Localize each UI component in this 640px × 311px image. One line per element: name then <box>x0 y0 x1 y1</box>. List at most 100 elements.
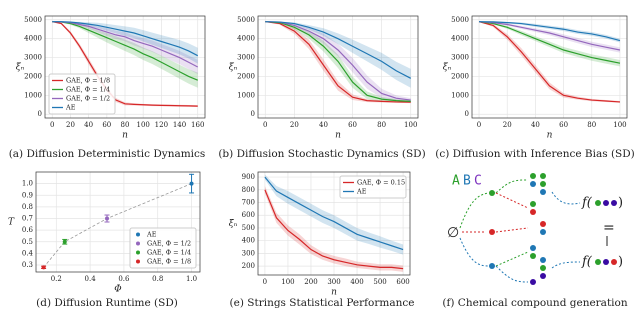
x-axis-label: n <box>331 288 337 298</box>
y-tick-label: 0 <box>38 110 42 118</box>
y-tick-label: 5000 <box>24 16 42 24</box>
legend-box <box>48 73 116 115</box>
series-line <box>265 21 412 79</box>
series-line <box>52 21 198 107</box>
x-tick-label: 80 <box>587 121 596 129</box>
y-tick-label: 3000 <box>451 54 469 62</box>
legend-label: GAE, Φ = 1/8 <box>147 258 191 266</box>
x-tick-label: 40 <box>531 121 540 129</box>
y-tick-label: 1000 <box>451 91 469 99</box>
point <box>189 181 194 186</box>
y-axis-label: ξ̃ₙ <box>229 62 238 73</box>
series-line <box>479 21 621 51</box>
series-line <box>265 21 411 103</box>
y-tick-label: 2000 <box>237 72 255 80</box>
x-tick-label: 100 <box>613 121 626 129</box>
caption: (d) Diffusion Runtime (SD) <box>36 297 178 309</box>
y-tick-label: 5000 <box>451 16 469 24</box>
atoms <box>489 173 617 285</box>
chart: 200 300 400 500 600 700 800 900 0 100 200 300 400 500… <box>229 171 414 309</box>
y-tick-label: 200 <box>242 262 255 270</box>
legend-label: GAE, Φ = 1/2 <box>66 95 110 103</box>
axes-frame <box>35 171 201 273</box>
x-tick-label: 20 <box>290 121 299 129</box>
series-line <box>52 21 199 57</box>
legend-swatch <box>136 250 140 255</box>
x-axis-label: n <box>547 131 553 141</box>
x-tick-label: 0.4 <box>85 275 97 283</box>
caption: (a) Diffusion Deterministic Dynamics <box>9 148 206 160</box>
series-line <box>479 21 621 42</box>
axes-frame <box>44 15 206 119</box>
x-tick-label: 0.8 <box>152 275 163 283</box>
x-tick-label: 60 <box>348 121 357 129</box>
chart: 0 1000 2000 3000 4000 5000 0 20 40 60 80 100 n ξ̃ₙ (b)… <box>218 15 426 160</box>
series-line <box>52 21 198 81</box>
x-tick-label: 200 <box>304 278 317 286</box>
point <box>62 239 67 244</box>
series-line <box>478 21 621 64</box>
point <box>41 265 46 270</box>
legend-box <box>129 227 197 269</box>
x-tick-label: 0 <box>50 121 54 129</box>
y-tick-label: 0.4 <box>22 249 34 257</box>
y-tick-label: 1000 <box>24 91 42 99</box>
y-tick-label: 0 <box>465 110 469 118</box>
y-tick-label: 700 <box>242 199 255 207</box>
band <box>52 21 198 64</box>
x-tick-label: 0 <box>263 121 267 129</box>
series-line <box>265 21 411 102</box>
band <box>52 21 198 108</box>
x-tick-label: 120 <box>155 121 168 129</box>
caption: (c) Diffusion with Inference Bias (SD) <box>435 148 635 160</box>
legend-label: AE <box>356 188 367 196</box>
formula-open: f( <box>581 196 593 211</box>
y-tick-label: 4000 <box>24 35 42 43</box>
x-tick-label: 600 <box>396 278 409 286</box>
y-tick-label: 900 <box>242 173 255 181</box>
empty-set: ∅ <box>447 225 459 241</box>
x-tick-label: 40 <box>84 121 93 129</box>
y-tick-label: 3000 <box>237 54 255 62</box>
chart: 0.3 0.4 0.5 0.6 0.7 0.8 0.9 1.0 0.2 0.4 0.6 0.8 1.0 Φ… <box>8 171 201 309</box>
x-tick-label: 0 <box>477 121 481 129</box>
band <box>52 21 198 75</box>
y-tick-label: 800 <box>242 186 255 194</box>
chart: 0 1000 2000 3000 4000 5000 0 20 40 60 80 100 n ξ̃ₙ (c)… <box>435 15 635 160</box>
legend-label: GAE, Φ = 1/8 <box>66 77 110 85</box>
x-tick-label: 0.2 <box>51 275 62 283</box>
x-tick-label: 500 <box>373 278 386 286</box>
relation: = <box>603 220 615 236</box>
legend-label: GAE, Φ = 1/4 <box>66 86 110 94</box>
letter: B <box>463 174 471 189</box>
y-tick-label: 500 <box>242 224 255 232</box>
point <box>105 216 110 221</box>
x-tick-label: 160 <box>191 121 204 129</box>
x-tick-label: 100 <box>281 278 294 286</box>
y-tick-label: 3000 <box>24 54 42 62</box>
x-tick-label: 100 <box>404 121 417 129</box>
formula-close: ) <box>618 255 623 270</box>
y-tick-label: 400 <box>242 237 255 245</box>
caption: (f) Chemical compound generation <box>442 297 627 309</box>
legend-label: GAE, Φ = 1/2 <box>147 240 191 248</box>
axes-frame <box>257 15 419 119</box>
axes-frame <box>257 171 411 276</box>
series-line <box>264 176 404 251</box>
y-axis-label: T <box>8 218 15 228</box>
x-tick-label: 60 <box>102 121 111 129</box>
x-tick-label: 100 <box>136 121 149 129</box>
y-tick-label: 1000 <box>237 91 255 99</box>
x-tick-label: 400 <box>350 278 363 286</box>
legend-swatch <box>136 241 140 246</box>
x-tick-label: 20 <box>503 121 512 129</box>
series-line <box>52 21 199 68</box>
y-tick-label: 600 <box>242 211 255 219</box>
band <box>479 21 620 103</box>
x-tick-label: 140 <box>173 121 186 129</box>
y-axis-label: ξ̃ₙ <box>16 62 25 73</box>
x-tick-label: 80 <box>121 121 130 129</box>
